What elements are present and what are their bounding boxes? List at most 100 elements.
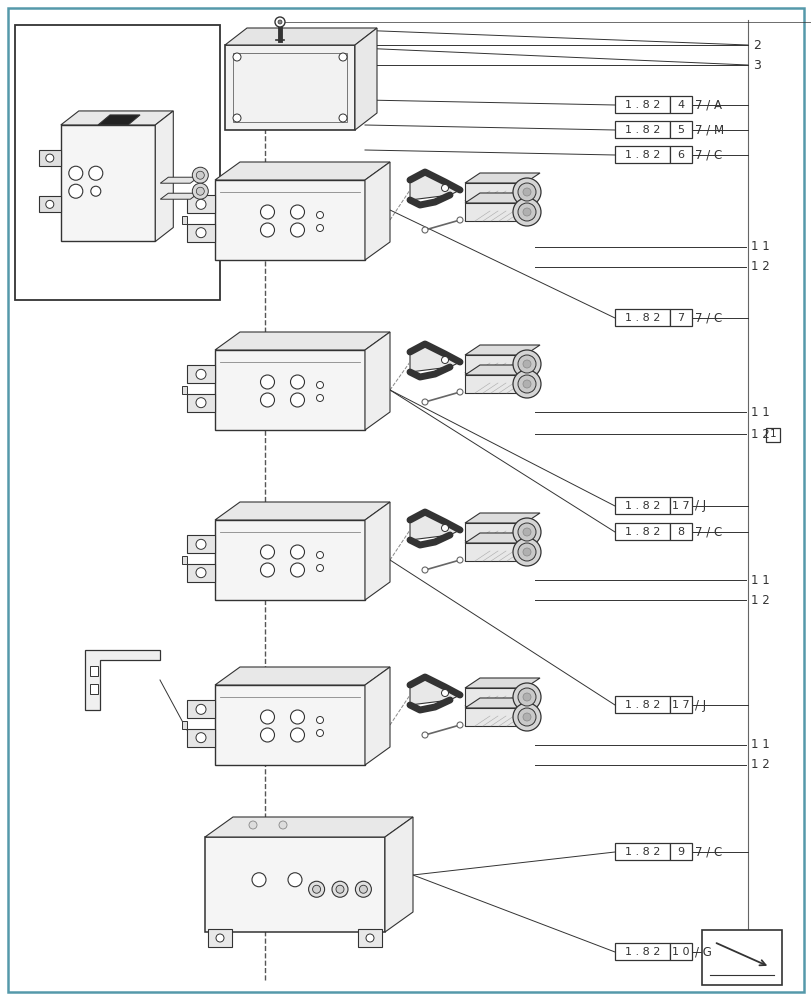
Circle shape: [316, 564, 323, 572]
Polygon shape: [465, 696, 539, 706]
Circle shape: [359, 885, 367, 893]
Bar: [465, 183, 525, 201]
Polygon shape: [215, 667, 389, 685]
Circle shape: [69, 166, 83, 180]
Polygon shape: [187, 564, 215, 582]
Polygon shape: [465, 513, 539, 523]
Bar: [465, 688, 525, 706]
Circle shape: [517, 543, 535, 561]
Circle shape: [517, 375, 535, 393]
Text: 7: 7: [676, 313, 684, 323]
Polygon shape: [61, 111, 173, 125]
Circle shape: [233, 53, 241, 61]
Bar: [614, 96, 669, 113]
Polygon shape: [465, 533, 539, 543]
Text: 7 / C: 7 / C: [694, 149, 721, 162]
Text: 1 . 8 2: 1 . 8 2: [624, 313, 659, 323]
Circle shape: [195, 228, 206, 238]
Circle shape: [422, 732, 427, 738]
Circle shape: [338, 53, 346, 61]
Circle shape: [517, 203, 535, 221]
Polygon shape: [365, 502, 389, 600]
Circle shape: [192, 167, 208, 183]
Bar: [465, 523, 525, 541]
Polygon shape: [187, 535, 215, 553]
Text: 1 2: 1 2: [750, 758, 769, 772]
Polygon shape: [465, 193, 539, 203]
Polygon shape: [365, 667, 389, 765]
Text: 2: 2: [752, 39, 760, 52]
Polygon shape: [465, 173, 539, 183]
Text: 4: 4: [676, 100, 684, 110]
Polygon shape: [160, 177, 198, 183]
Text: 1 2: 1 2: [750, 260, 769, 273]
Bar: [465, 355, 525, 373]
Bar: [225, 45, 354, 130]
Text: 8: 8: [676, 527, 684, 537]
Circle shape: [332, 881, 348, 897]
Text: 1 1: 1 1: [750, 738, 769, 752]
Circle shape: [457, 217, 462, 223]
Polygon shape: [354, 28, 376, 130]
Circle shape: [279, 821, 286, 829]
Circle shape: [290, 563, 304, 577]
Circle shape: [316, 716, 323, 723]
Circle shape: [457, 389, 462, 395]
Bar: [204, 837, 384, 932]
Polygon shape: [465, 345, 539, 355]
Text: 6: 6: [676, 150, 684, 160]
Polygon shape: [465, 365, 539, 375]
Polygon shape: [410, 344, 460, 372]
Bar: [614, 696, 669, 713]
Circle shape: [290, 223, 304, 237]
Circle shape: [316, 212, 323, 219]
Circle shape: [290, 375, 304, 389]
Polygon shape: [410, 512, 460, 540]
Circle shape: [195, 369, 206, 379]
Circle shape: [277, 20, 281, 24]
Polygon shape: [410, 172, 460, 200]
Bar: [669, 943, 691, 960]
Circle shape: [260, 563, 274, 577]
Polygon shape: [465, 678, 539, 688]
Bar: [614, 497, 669, 514]
Bar: [669, 96, 691, 113]
Text: 1 1: 1 1: [750, 240, 769, 253]
Bar: [669, 309, 691, 326]
Circle shape: [316, 381, 323, 388]
Circle shape: [290, 205, 304, 219]
Circle shape: [260, 710, 274, 724]
Polygon shape: [465, 211, 539, 221]
Circle shape: [195, 398, 206, 408]
Circle shape: [312, 885, 320, 893]
Text: 5: 5: [676, 125, 684, 135]
Circle shape: [457, 722, 462, 728]
Bar: [614, 943, 669, 960]
Bar: [465, 543, 525, 561]
Text: / G: / G: [694, 945, 711, 958]
Polygon shape: [187, 195, 215, 213]
Polygon shape: [182, 216, 187, 224]
Circle shape: [260, 728, 274, 742]
Circle shape: [517, 183, 535, 201]
Circle shape: [88, 166, 103, 180]
Text: 7 / C: 7 / C: [694, 845, 721, 858]
Polygon shape: [182, 721, 187, 729]
Circle shape: [196, 187, 204, 195]
Polygon shape: [410, 677, 460, 705]
Circle shape: [316, 552, 323, 558]
Text: / J: / J: [694, 499, 706, 512]
Bar: [215, 350, 365, 430]
Text: 1 1: 1 1: [750, 574, 769, 586]
Circle shape: [195, 568, 206, 578]
Circle shape: [441, 524, 448, 532]
Circle shape: [69, 184, 83, 198]
Circle shape: [336, 885, 344, 893]
Polygon shape: [365, 162, 389, 260]
Circle shape: [195, 704, 206, 714]
Circle shape: [441, 357, 448, 363]
Text: 7 / C: 7 / C: [694, 526, 721, 538]
Circle shape: [441, 690, 448, 696]
Polygon shape: [98, 115, 139, 125]
Circle shape: [316, 394, 323, 401]
